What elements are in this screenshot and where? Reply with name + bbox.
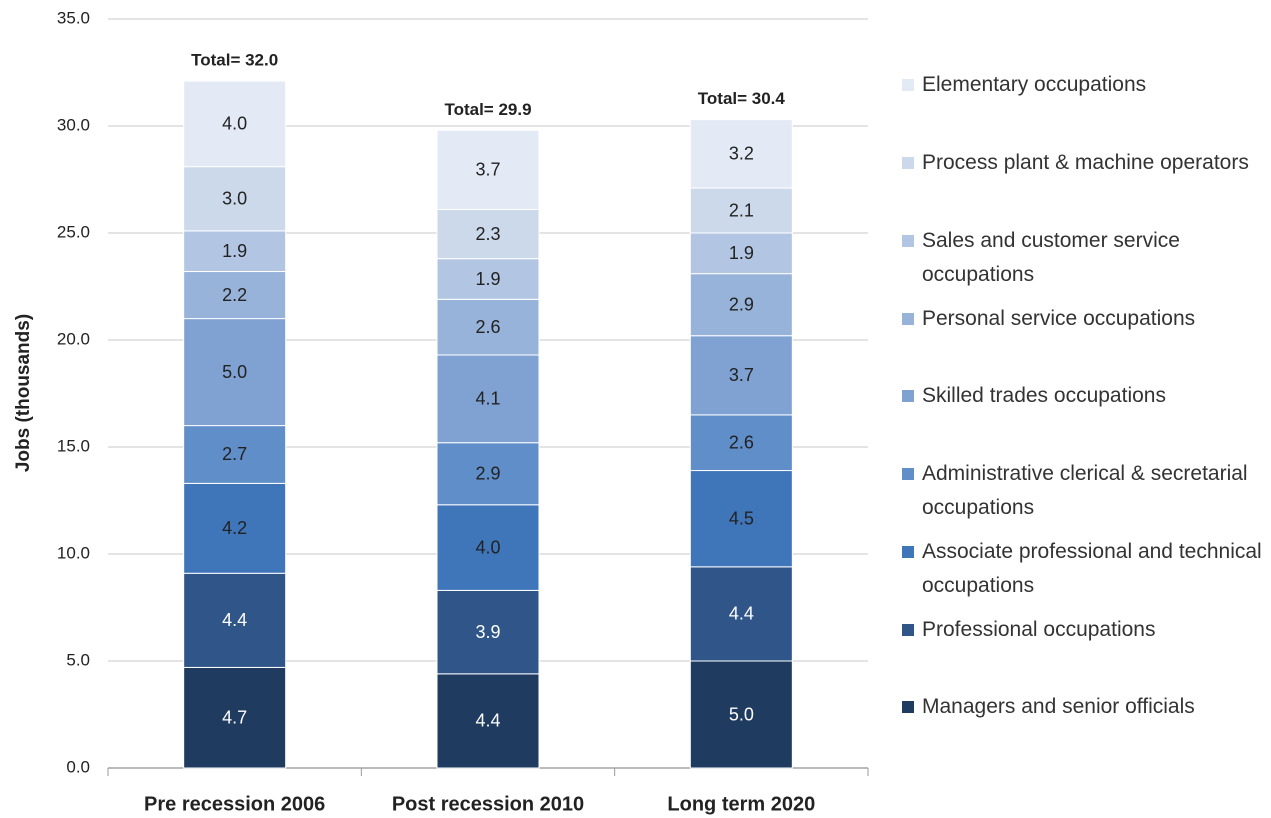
value-label: 4.0 bbox=[222, 114, 247, 134]
value-label: 4.1 bbox=[475, 389, 500, 409]
value-label: 3.2 bbox=[729, 144, 754, 164]
value-label: 4.4 bbox=[729, 604, 754, 624]
legend-label: Sales and customer service occupations bbox=[922, 229, 1180, 286]
value-label: 5.0 bbox=[222, 362, 247, 382]
total-label: Total= 29.9 bbox=[444, 100, 531, 119]
legend-item: Professional occupations bbox=[902, 613, 1262, 647]
legend-label: Managers and senior officials bbox=[922, 695, 1195, 718]
bar-segment bbox=[183, 425, 287, 484]
bar-segment bbox=[436, 504, 540, 591]
y-tick-label: 5.0 bbox=[66, 650, 90, 669]
value-label: 2.7 bbox=[222, 444, 247, 464]
legend-swatch bbox=[902, 701, 914, 713]
bar-segment bbox=[689, 335, 793, 416]
legend-label: Professional occupations bbox=[922, 618, 1156, 641]
x-tick-label: Post recession 2010 bbox=[392, 793, 584, 815]
value-label: 3.9 bbox=[475, 622, 500, 642]
value-label: 2.1 bbox=[729, 200, 754, 220]
legend-item: Elementary occupations bbox=[902, 68, 1262, 102]
bar-segment bbox=[436, 354, 540, 444]
total-label: Total= 32.0 bbox=[191, 51, 278, 70]
legend-label: Administrative clerical & secretarial oc… bbox=[922, 462, 1248, 519]
value-label: 2.3 bbox=[475, 224, 500, 244]
value-label: 4.4 bbox=[222, 610, 247, 630]
bar-segment bbox=[689, 273, 793, 337]
value-label: 4.5 bbox=[729, 508, 754, 528]
y-tick-label: 25.0 bbox=[57, 222, 90, 241]
x-tick-label: Long term 2020 bbox=[667, 793, 815, 815]
legend-swatch bbox=[902, 79, 914, 91]
legend-swatch bbox=[902, 468, 914, 480]
bar-segment bbox=[436, 442, 540, 506]
value-label: 4.4 bbox=[475, 711, 500, 731]
value-label: 2.6 bbox=[729, 432, 754, 452]
value-label: 2.6 bbox=[475, 317, 500, 337]
legend-item: Skilled trades occupations bbox=[902, 379, 1262, 413]
x-tick-label: Pre recession 2006 bbox=[144, 793, 325, 815]
y-tick-label: 10.0 bbox=[57, 543, 90, 562]
bar-segment bbox=[183, 166, 287, 232]
legend-label: Associate professional and technical occ… bbox=[922, 540, 1262, 597]
bar-segment bbox=[436, 129, 540, 210]
legend-swatch bbox=[902, 390, 914, 402]
value-label: 1.9 bbox=[729, 243, 754, 263]
bar-segment bbox=[183, 482, 287, 574]
bar-segment bbox=[689, 232, 793, 275]
y-axis-label: Jobs (thousands) bbox=[13, 314, 34, 472]
value-label: 4.0 bbox=[475, 537, 500, 557]
legend-swatch bbox=[902, 624, 914, 636]
legend-item: Personal service occupations bbox=[902, 302, 1262, 336]
legend-swatch bbox=[902, 313, 914, 325]
bar-segment bbox=[436, 208, 540, 260]
bar-segment bbox=[183, 318, 287, 427]
value-label: 1.9 bbox=[475, 269, 500, 289]
bar-segment bbox=[183, 80, 287, 168]
value-label: 3.0 bbox=[222, 189, 247, 209]
value-label: 5.0 bbox=[729, 704, 754, 724]
y-tick-label: 0.0 bbox=[66, 757, 90, 776]
legend-item: Process plant & machine operators bbox=[902, 146, 1262, 180]
legend-label: Skilled trades occupations bbox=[922, 384, 1166, 407]
bar-segment bbox=[689, 119, 793, 189]
total-label: Total= 30.4 bbox=[698, 89, 786, 108]
legend-label: Process plant & machine operators bbox=[922, 151, 1249, 174]
y-tick-label: 30.0 bbox=[57, 115, 90, 134]
bar-segment bbox=[436, 673, 540, 769]
value-label: 2.9 bbox=[475, 464, 500, 484]
legend-item: Associate professional and technical occ… bbox=[902, 535, 1262, 603]
legend-item: Administrative clerical & secretarial oc… bbox=[902, 457, 1262, 525]
y-tick-label: 15.0 bbox=[57, 436, 90, 455]
value-label: 3.7 bbox=[475, 160, 500, 180]
bar-segment bbox=[689, 187, 793, 234]
legend-swatch bbox=[902, 235, 914, 247]
bar-segment bbox=[183, 666, 287, 769]
legend-label: Elementary occupations bbox=[922, 73, 1147, 96]
y-tick-label: 35.0 bbox=[57, 8, 90, 27]
value-label: 4.7 bbox=[222, 707, 247, 727]
bar-segment bbox=[689, 566, 793, 662]
legend-item: Sales and customer service occupations bbox=[902, 224, 1262, 292]
value-label: 2.9 bbox=[729, 294, 754, 314]
legend-swatch bbox=[902, 157, 914, 169]
legend-label: Personal service occupations bbox=[922, 307, 1196, 330]
bar-segment bbox=[183, 271, 287, 320]
bar-segment bbox=[436, 258, 540, 300]
bar-segment bbox=[689, 660, 793, 769]
value-label: 4.2 bbox=[222, 518, 247, 538]
legend-swatch bbox=[902, 546, 914, 558]
value-label: 1.9 bbox=[222, 241, 247, 261]
legend-item: Managers and senior officials bbox=[902, 690, 1262, 724]
value-label: 3.7 bbox=[729, 365, 754, 385]
bar-segment bbox=[436, 589, 540, 675]
value-label: 2.2 bbox=[222, 285, 247, 305]
y-tick-label: 20.0 bbox=[57, 329, 90, 348]
bar-segment bbox=[183, 230, 287, 273]
